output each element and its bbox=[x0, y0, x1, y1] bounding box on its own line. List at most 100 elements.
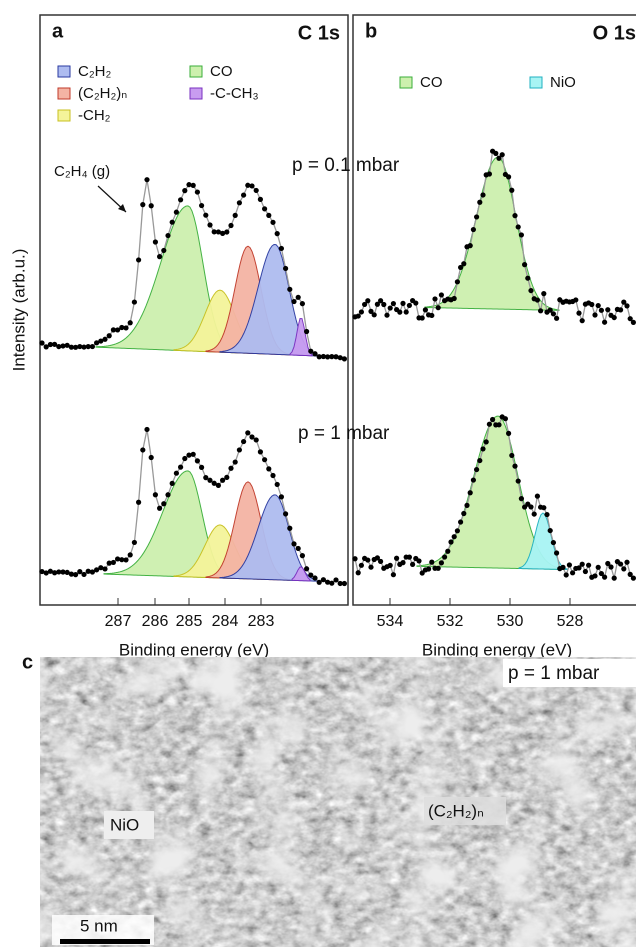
data-point bbox=[207, 477, 213, 483]
data-point bbox=[257, 449, 263, 455]
data-point bbox=[98, 565, 104, 571]
data-point bbox=[381, 301, 387, 308]
data-point bbox=[81, 344, 87, 350]
data-point bbox=[429, 559, 435, 565]
data-point bbox=[295, 294, 301, 300]
data-point bbox=[522, 262, 528, 268]
data-point bbox=[358, 309, 364, 315]
data-point bbox=[287, 525, 293, 531]
data-point bbox=[390, 572, 396, 578]
data-point bbox=[448, 539, 454, 545]
data-point bbox=[627, 571, 633, 577]
data-point bbox=[157, 254, 163, 260]
data-point bbox=[435, 565, 441, 571]
data-point bbox=[483, 439, 489, 445]
data-point bbox=[320, 577, 326, 583]
data-point bbox=[312, 575, 318, 581]
data-point bbox=[127, 552, 133, 558]
data-point bbox=[169, 480, 175, 486]
data-point bbox=[241, 438, 247, 445]
data-point bbox=[56, 569, 62, 575]
data-point bbox=[387, 562, 393, 568]
data-point bbox=[506, 174, 512, 180]
data-point bbox=[64, 342, 70, 348]
data-point bbox=[224, 229, 230, 235]
fit-component bbox=[424, 156, 560, 311]
data-point bbox=[595, 302, 601, 309]
data-point bbox=[299, 301, 305, 307]
x-tick-label: 286 bbox=[142, 613, 169, 630]
data-point bbox=[110, 559, 116, 566]
data-point bbox=[512, 213, 518, 219]
data-point bbox=[136, 257, 142, 263]
data-point bbox=[470, 477, 476, 483]
data-point bbox=[190, 182, 196, 188]
data-point bbox=[47, 341, 54, 348]
data-point bbox=[576, 310, 582, 316]
data-point bbox=[502, 416, 508, 422]
data-point bbox=[341, 356, 347, 362]
image-label: (C₂H₂)ₙ bbox=[428, 801, 484, 820]
data-point bbox=[358, 562, 364, 568]
data-point bbox=[203, 212, 209, 218]
data-point bbox=[400, 300, 406, 306]
data-point bbox=[531, 511, 537, 517]
data-point bbox=[140, 202, 146, 208]
data-point bbox=[39, 340, 45, 346]
data-point bbox=[115, 556, 121, 562]
data-point bbox=[312, 351, 318, 357]
data-point bbox=[611, 575, 617, 581]
data-point bbox=[506, 430, 512, 436]
data-point bbox=[432, 296, 438, 302]
data-point bbox=[598, 570, 605, 577]
data-point bbox=[544, 511, 550, 518]
label-bg bbox=[424, 797, 506, 825]
data-point bbox=[211, 229, 217, 235]
x-tick-label: 528 bbox=[557, 613, 584, 630]
data-point bbox=[178, 464, 184, 470]
data-point bbox=[582, 568, 589, 575]
data-point bbox=[220, 477, 226, 483]
data-point bbox=[438, 292, 444, 298]
data-point bbox=[621, 299, 627, 305]
data-point bbox=[515, 478, 521, 484]
data-point bbox=[442, 554, 448, 560]
data-point bbox=[534, 297, 541, 303]
data-point bbox=[316, 579, 322, 585]
data-point bbox=[77, 569, 83, 575]
data-point bbox=[127, 320, 133, 326]
data-point bbox=[355, 313, 361, 319]
data-point bbox=[211, 480, 217, 486]
data-point bbox=[232, 459, 238, 465]
data-point bbox=[618, 307, 624, 313]
pressure-label: p = 1 mbar bbox=[298, 423, 390, 444]
data-point bbox=[299, 553, 305, 559]
data-point bbox=[413, 300, 419, 306]
data-point bbox=[451, 534, 457, 540]
data-point bbox=[115, 327, 121, 333]
panel-label: b bbox=[365, 20, 377, 42]
data-point bbox=[458, 519, 464, 525]
data-point bbox=[249, 183, 255, 189]
data-point bbox=[337, 580, 343, 587]
data-point bbox=[199, 202, 205, 209]
data-point bbox=[429, 312, 435, 319]
data-point bbox=[477, 199, 483, 205]
annotation-arrow bbox=[118, 204, 126, 212]
data-point bbox=[480, 446, 486, 452]
data-point bbox=[371, 312, 377, 318]
data-point bbox=[554, 315, 560, 321]
data-point bbox=[496, 155, 502, 161]
data-point bbox=[320, 353, 326, 360]
data-point bbox=[515, 224, 521, 230]
data-point bbox=[85, 568, 91, 574]
data-point bbox=[43, 570, 49, 576]
data-point bbox=[98, 338, 104, 344]
data-point bbox=[384, 312, 390, 318]
legend-label: CO bbox=[210, 63, 233, 80]
data-point bbox=[378, 558, 384, 565]
data-point bbox=[89, 343, 95, 350]
data-point bbox=[630, 575, 636, 581]
data-point bbox=[304, 328, 310, 335]
